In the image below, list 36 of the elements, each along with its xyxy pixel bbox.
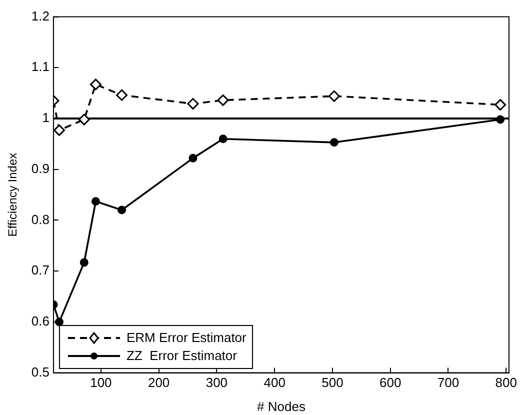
point xyxy=(55,318,64,326)
x-tick-label: 300 xyxy=(206,375,228,390)
point xyxy=(496,115,505,124)
x-tick-label: 700 xyxy=(437,375,460,390)
point xyxy=(80,258,88,267)
point xyxy=(188,154,198,162)
y-tick-label: 1.1 xyxy=(31,59,50,74)
point xyxy=(54,124,66,136)
x-tick-label: 200 xyxy=(148,375,170,390)
y-tick-label: 0.8 xyxy=(31,212,50,227)
point xyxy=(78,114,90,126)
legend-label: ERM Error Estimator xyxy=(126,330,246,346)
point xyxy=(187,98,199,110)
y-tick-label: 1.2 xyxy=(31,8,50,24)
point xyxy=(218,134,228,144)
point xyxy=(217,94,229,106)
y-axis-title: Efficiency Index xyxy=(6,152,20,237)
point xyxy=(328,90,340,102)
x-tick-label: 400 xyxy=(264,375,286,390)
y-tick-label: 0.7 xyxy=(31,262,50,278)
x-axis-title: # Nodes xyxy=(257,398,306,414)
y-tick-label: 1 xyxy=(42,110,50,126)
x-tick-label: 500 xyxy=(322,375,344,390)
point xyxy=(330,138,338,147)
point xyxy=(91,197,100,206)
point xyxy=(90,78,102,90)
legend-label: ZZ Error Estimator xyxy=(126,348,237,364)
y-tick-label: 0.5 xyxy=(31,364,50,380)
y-tick-label: 0.6 xyxy=(31,314,50,329)
y-tick-label: 0.9 xyxy=(31,160,50,176)
x-tick-label: 600 xyxy=(379,375,402,390)
point xyxy=(116,89,128,101)
x-tick-label: 100 xyxy=(90,375,112,390)
point xyxy=(494,99,506,111)
x-tick-label: 800 xyxy=(495,375,517,390)
point xyxy=(118,206,126,214)
